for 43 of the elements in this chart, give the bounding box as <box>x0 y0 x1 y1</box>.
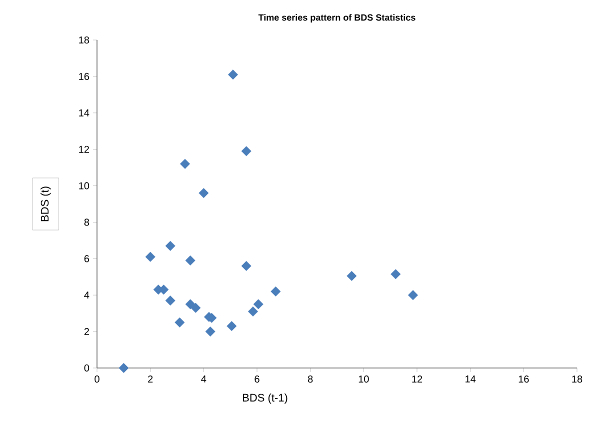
point <box>118 362 129 373</box>
y-tick-label: 10 <box>79 182 90 190</box>
y-axis-title: BDS (t) <box>40 186 51 222</box>
x-tick-label: 8 <box>308 376 313 383</box>
y-tick-label: 8 <box>84 218 90 226</box>
y-tick-label: 6 <box>84 255 90 262</box>
y-tick-label: 4 <box>84 292 90 299</box>
y-tick-label: 12 <box>79 146 89 153</box>
point <box>346 270 357 281</box>
point <box>390 269 401 280</box>
point <box>205 326 216 337</box>
point <box>165 240 176 251</box>
x-tick-label: 4 <box>201 376 206 382</box>
x-tick-label: 6 <box>254 376 260 383</box>
point <box>174 317 185 328</box>
y-tick-label: 18 <box>79 36 90 44</box>
x-tick-label: 2 <box>148 376 153 382</box>
point <box>241 260 252 271</box>
point <box>198 188 209 198</box>
point <box>228 70 238 80</box>
point <box>253 299 264 310</box>
point <box>165 296 176 306</box>
x-tick-label: 0 <box>94 376 100 383</box>
x-axis-title: BDS (t-1) <box>242 394 288 404</box>
chart-title: Time series pattern of BDS Statistics <box>258 14 416 22</box>
point <box>180 158 190 169</box>
y-tick-label: 14 <box>79 109 90 116</box>
y-tick-label: 0 <box>84 364 90 372</box>
x-tick-label: 14 <box>466 376 476 382</box>
point <box>185 255 196 266</box>
point <box>241 146 252 156</box>
point <box>408 290 418 300</box>
point <box>248 306 258 317</box>
point <box>145 252 156 262</box>
x-tick-label: 10 <box>358 376 369 383</box>
x-tick-label: 18 <box>572 376 582 383</box>
y-tick-label: 2 <box>84 328 89 336</box>
x-tick-label: 16 <box>518 376 529 383</box>
x-tick-label: 12 <box>412 376 422 382</box>
point <box>270 286 281 296</box>
y-tick-label: 16 <box>79 72 90 80</box>
point <box>190 302 201 313</box>
point <box>226 321 237 332</box>
